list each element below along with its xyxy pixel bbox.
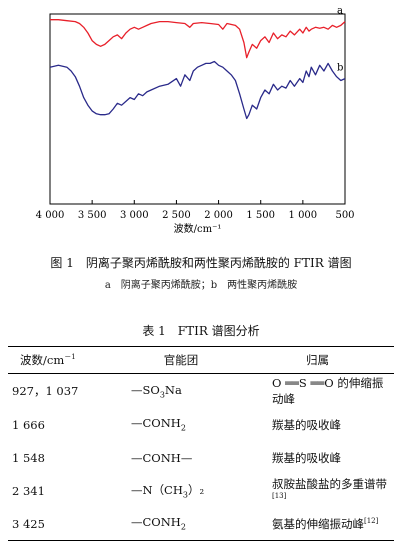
x-tick-label: 2 500 bbox=[162, 210, 191, 221]
reference-marker: [13] bbox=[272, 491, 287, 500]
series-label-b: b bbox=[337, 63, 343, 74]
cell-wavenumber: 927，1 037 bbox=[12, 384, 79, 398]
x-tick-label: 3 000 bbox=[120, 210, 149, 221]
cell-group: —SO3Na bbox=[131, 382, 182, 400]
ftir-chart: 4 000 3 500 3 000 2 500 2 000 1 500 1 000 500 波数… bbox=[36, 6, 355, 235]
table-row: 1 548 —CONH— 羰基的吸收峰 bbox=[8, 441, 394, 474]
figure-subcaption: a 阴离子聚丙烯酰胺；b 两性聚丙烯酰胺 bbox=[104, 280, 298, 291]
header-wavenumber: 波数/cm－1 bbox=[8, 346, 121, 374]
x-tick-label: 1 500 bbox=[246, 210, 275, 221]
x-tick-label: 2 000 bbox=[204, 210, 233, 221]
table-title: 表 1 FTIR 谱图分析 bbox=[142, 324, 260, 338]
header-group: 官能团 bbox=[121, 346, 242, 374]
table-row: 2 341 —N（CH3）₂ 叔胺盐酸盐的多重谱带[13] bbox=[8, 474, 394, 507]
x-tick-label: 3 500 bbox=[78, 210, 107, 221]
cell-group: —CONH— bbox=[131, 450, 193, 465]
series-line-a bbox=[50, 19, 346, 59]
plot-frame bbox=[49, 13, 346, 205]
cell-wavenumber: 1 666 bbox=[12, 417, 45, 432]
x-tick-label: 1 000 bbox=[289, 210, 318, 221]
cell-group: —CONH2 bbox=[121, 507, 242, 541]
series-line-b bbox=[49, 60, 346, 120]
cell-assignment: 羰基的吸收峰 bbox=[272, 417, 341, 432]
figure-caption: 图 1 阴离子聚丙烯酰胺和两性聚丙烯酰胺的 FTIR 谱图 bbox=[50, 256, 352, 270]
cell-assignment: 叔胺盐酸盐的多重谱带[13] bbox=[272, 476, 387, 500]
cell-wavenumber: 1 548 bbox=[12, 450, 45, 465]
ftir-analysis-table: 波数/cm－1 官能团 归属 927，1 037 —SO3Na O ══S ══O … bbox=[8, 346, 394, 541]
reference-marker: [12] bbox=[364, 516, 379, 525]
header-assignment: 归属 bbox=[242, 346, 394, 374]
cell-assignment: O ══S ══O 的伸缩振动峰 bbox=[272, 376, 384, 406]
cell-assignment: 氨基的伸缩振动峰[12] bbox=[242, 507, 394, 541]
x-axis-label: 波数/cm⁻¹ bbox=[174, 222, 222, 235]
table-header-row: 波数/cm－1 官能团 归属 bbox=[8, 346, 394, 374]
series-label-a: a bbox=[337, 6, 343, 17]
cell-group: —CONH2 bbox=[131, 416, 186, 433]
cell-wavenumber: 3 425 bbox=[8, 507, 121, 541]
x-tick-label: 500 bbox=[335, 210, 354, 221]
cell-group: —N（CH3）₂ bbox=[131, 482, 205, 500]
table-row: 1 666 —CONH2 羰基的吸收峰 bbox=[8, 408, 394, 441]
cell-wavenumber: 2 341 bbox=[12, 483, 45, 498]
x-tick-label: 4 000 bbox=[36, 210, 65, 221]
table-row: 3 425 —CONH2 氨基的伸缩振动峰[12] bbox=[8, 507, 394, 541]
table-row: 927，1 037 —SO3Na O ══S ══O 的伸缩振动峰 bbox=[8, 374, 394, 409]
cell-assignment: 羰基的吸收峰 bbox=[272, 450, 341, 465]
